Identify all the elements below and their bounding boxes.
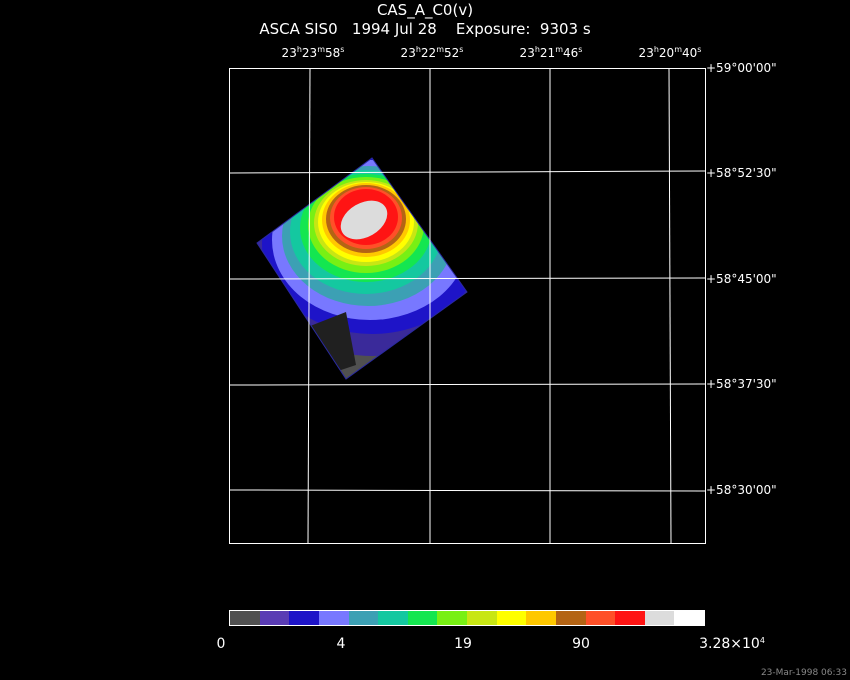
- observation-info: ASCA SIS0 1994 Jul 28 Exposure: 9303 s: [259, 20, 591, 38]
- colorbar-swatch: [230, 611, 260, 625]
- ra-label: 23h22m52s: [400, 45, 464, 60]
- dec-label: +58°30'00": [706, 483, 777, 497]
- ra-label: 23h23m58s: [281, 45, 345, 60]
- colorbar-swatch: [496, 611, 527, 625]
- colorbar-swatch: [378, 611, 408, 625]
- detector-image: [257, 158, 467, 379]
- colorbar-label: 19: [454, 636, 472, 652]
- colorbar-swatch: [555, 611, 586, 625]
- colorbar-swatch: [615, 611, 645, 625]
- dec-label: +59°00'00": [706, 61, 777, 75]
- colorbar-swatch: [644, 611, 675, 625]
- dec-label: +58°37'30": [706, 377, 777, 391]
- timestamp: 23-Mar-1998 06:33: [760, 668, 847, 678]
- ra-label: 23h20m40s: [638, 45, 702, 60]
- colorbar-swatch: [437, 611, 467, 625]
- colorbar-label: 0: [216, 636, 226, 652]
- colorbar-swatch: [318, 611, 349, 625]
- colorbar-swatch: [467, 611, 497, 625]
- colorbar-swatch: [259, 611, 290, 625]
- colorbar-label: 4: [336, 636, 346, 652]
- colorbar-swatch: [407, 611, 438, 625]
- image-title: CAS_A_C0(v): [376, 1, 474, 19]
- colorbar-swatch: [348, 611, 379, 625]
- colorbar-label: 3.28×104: [699, 636, 765, 652]
- coordinate-grid: [228, 67, 706, 544]
- colorbar-swatch: [289, 611, 319, 625]
- colorbar-swatch: [585, 611, 616, 625]
- detector-outline: [256, 157, 468, 380]
- colorbar-swatch: [674, 611, 704, 625]
- ra-label: 23h21m46s: [519, 45, 583, 60]
- color-scale-bar: [229, 610, 705, 626]
- dec-label: +58°45'00": [706, 272, 777, 286]
- colorbar-label: 90: [572, 636, 590, 652]
- dec-label: +58°52'30": [706, 166, 777, 180]
- colorbar-swatch: [526, 611, 556, 625]
